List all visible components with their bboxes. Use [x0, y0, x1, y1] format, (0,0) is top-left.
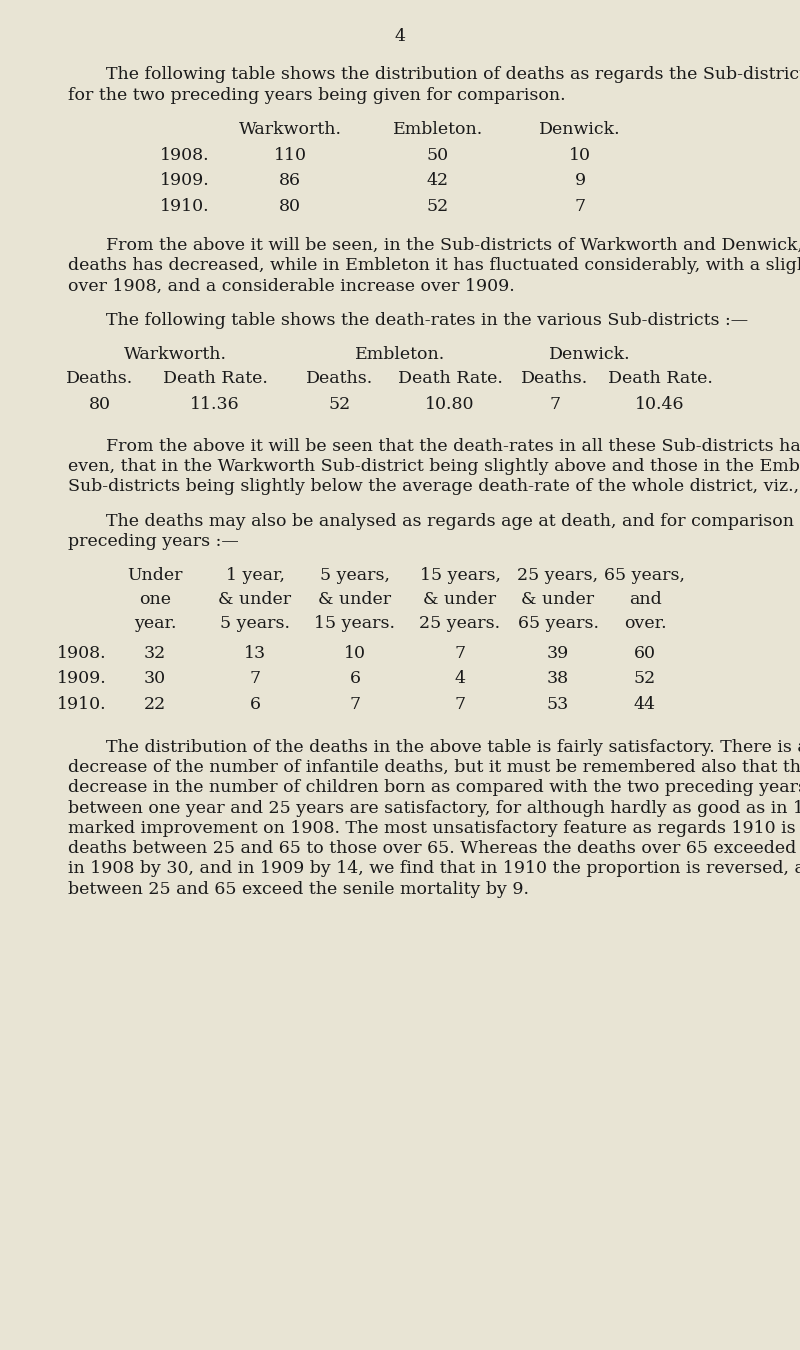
Text: 52: 52	[427, 197, 449, 215]
Text: 11.36: 11.36	[190, 396, 240, 413]
Text: 7: 7	[350, 695, 361, 713]
Text: 6: 6	[350, 671, 361, 687]
Text: 6: 6	[250, 695, 261, 713]
Text: 80: 80	[279, 197, 301, 215]
Text: Death Rate.: Death Rate.	[607, 370, 713, 387]
Text: preceding years :—: preceding years :—	[68, 533, 238, 549]
Text: year.: year.	[134, 616, 176, 632]
Text: 9: 9	[574, 173, 586, 189]
Text: 65 years.: 65 years.	[518, 616, 598, 632]
Text: Warkworth.: Warkworth.	[238, 120, 342, 138]
Text: 80: 80	[89, 396, 111, 413]
Text: between 25 and 65 exceed the senile mortality by 9.: between 25 and 65 exceed the senile mort…	[68, 880, 529, 898]
Text: & under: & under	[218, 591, 291, 608]
Text: 1909.: 1909.	[57, 671, 107, 687]
Text: marked improvement on 1908. The most unsatisfactory feature as regards 1910 is t: marked improvement on 1908. The most uns…	[68, 819, 800, 837]
Text: Denwick.: Denwick.	[539, 120, 621, 138]
Text: 38: 38	[547, 671, 569, 687]
Text: Death Rate.: Death Rate.	[398, 370, 502, 387]
Text: Warkworth.: Warkworth.	[123, 346, 226, 363]
Text: 110: 110	[274, 147, 306, 165]
Text: & under: & under	[522, 591, 594, 608]
Text: Deaths.: Deaths.	[522, 370, 589, 387]
Text: Deaths.: Deaths.	[306, 370, 374, 387]
Text: & under: & under	[318, 591, 391, 608]
Text: decrease of the number of infantile deaths, but it must be remembered also that : decrease of the number of infantile deat…	[68, 759, 800, 776]
Text: 86: 86	[279, 173, 301, 189]
Text: 7: 7	[250, 671, 261, 687]
Text: 7: 7	[574, 197, 586, 215]
Text: Sub-districts being slightly below the average death-rate of the whole district,: Sub-districts being slightly below the a…	[68, 478, 800, 495]
Text: The following table shows the death-rates in the various Sub-districts :—: The following table shows the death-rate…	[106, 312, 748, 329]
Text: 7: 7	[454, 695, 466, 713]
Text: 52: 52	[634, 671, 656, 687]
Text: Embleton.: Embleton.	[393, 120, 483, 138]
Text: 7: 7	[454, 645, 466, 662]
Text: 4: 4	[394, 28, 406, 45]
Text: 22: 22	[144, 695, 166, 713]
Text: 1910.: 1910.	[57, 695, 107, 713]
Text: 4: 4	[454, 671, 466, 687]
Text: deaths between 25 and 65 to those over 65. Whereas the deaths over 65 exceeded t: deaths between 25 and 65 to those over 6…	[68, 840, 800, 857]
Text: 25 years.: 25 years.	[419, 616, 501, 632]
Text: for the two preceding years being given for comparison.: for the two preceding years being given …	[68, 86, 566, 104]
Text: 13: 13	[244, 645, 266, 662]
Text: 10.80: 10.80	[426, 396, 474, 413]
Text: decrease in the number of children born as compared with the two preceding years: decrease in the number of children born …	[68, 779, 800, 796]
Text: 25 years,: 25 years,	[518, 567, 598, 585]
Text: 10.46: 10.46	[635, 396, 685, 413]
Text: 15 years.: 15 years.	[314, 616, 395, 632]
Text: 39: 39	[547, 645, 569, 662]
Text: 42: 42	[427, 173, 449, 189]
Text: 1909.: 1909.	[160, 173, 210, 189]
Text: Deaths.: Deaths.	[66, 370, 134, 387]
Text: 60: 60	[634, 645, 656, 662]
Text: From the above it will be seen, in the Sub-districts of Warkworth and Denwick, t: From the above it will be seen, in the S…	[106, 238, 800, 254]
Text: 10: 10	[344, 645, 366, 662]
Text: 10: 10	[569, 147, 591, 165]
Text: & under: & under	[423, 591, 497, 608]
Text: 5 years.: 5 years.	[220, 616, 290, 632]
Text: deaths has decreased, while in Embleton it has fluctuated considerably, with a s: deaths has decreased, while in Embleton …	[68, 258, 800, 274]
Text: one: one	[139, 591, 171, 608]
Text: The following table shows the distribution of deaths as regards the Sub-district: The following table shows the distributi…	[106, 66, 800, 84]
Text: in 1908 by 30, and in 1909 by 14, we find that in 1910 the proportion is reverse: in 1908 by 30, and in 1909 by 14, we fin…	[68, 860, 800, 878]
Text: even, that in the Warkworth Sub-district being slightly above and those in the E: even, that in the Warkworth Sub-district…	[68, 458, 800, 475]
Text: 1 year,: 1 year,	[226, 567, 285, 585]
Text: 30: 30	[144, 671, 166, 687]
Text: over 1908, and a considerable increase over 1909.: over 1908, and a considerable increase o…	[68, 278, 514, 294]
Text: 5 years,: 5 years,	[320, 567, 390, 585]
Text: 1908.: 1908.	[57, 645, 107, 662]
Text: between one year and 25 years are satisfactory, for although hardly as good as i: between one year and 25 years are satisf…	[68, 799, 800, 817]
Text: 1908.: 1908.	[160, 147, 210, 165]
Text: 65 years,: 65 years,	[605, 567, 686, 585]
Text: 32: 32	[144, 645, 166, 662]
Text: Denwick.: Denwick.	[549, 346, 631, 363]
Text: 1910.: 1910.	[160, 197, 210, 215]
Text: Under: Under	[127, 567, 182, 585]
Text: over.: over.	[624, 616, 666, 632]
Text: The deaths may also be analysed as regards age at death, and for comparison I gi: The deaths may also be analysed as regar…	[106, 513, 800, 529]
Text: 50: 50	[427, 147, 449, 165]
Text: 53: 53	[547, 695, 569, 713]
Text: 15 years,: 15 years,	[419, 567, 501, 585]
Text: From the above it will be seen that the death-rates in all these Sub-districts h: From the above it will be seen that the …	[106, 437, 800, 455]
Text: The distribution of the deaths in the above table is fairly satisfactory. There : The distribution of the deaths in the ab…	[106, 738, 800, 756]
Text: 44: 44	[634, 695, 656, 713]
Text: 52: 52	[329, 396, 351, 413]
Text: Embleton.: Embleton.	[355, 346, 445, 363]
Text: and: and	[629, 591, 662, 608]
Text: Death Rate.: Death Rate.	[162, 370, 267, 387]
Text: 7: 7	[550, 396, 561, 413]
